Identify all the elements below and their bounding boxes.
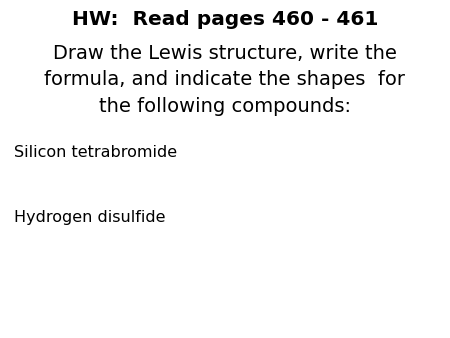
Text: Silicon tetrabromide: Silicon tetrabromide: [14, 145, 176, 160]
Text: Hydrogen disulfide: Hydrogen disulfide: [14, 210, 165, 224]
Text: Draw the Lewis structure, write the
formula, and indicate the shapes  for
the fo: Draw the Lewis structure, write the form…: [45, 44, 405, 116]
Text: HW:  Read pages 460 - 461: HW: Read pages 460 - 461: [72, 10, 378, 29]
